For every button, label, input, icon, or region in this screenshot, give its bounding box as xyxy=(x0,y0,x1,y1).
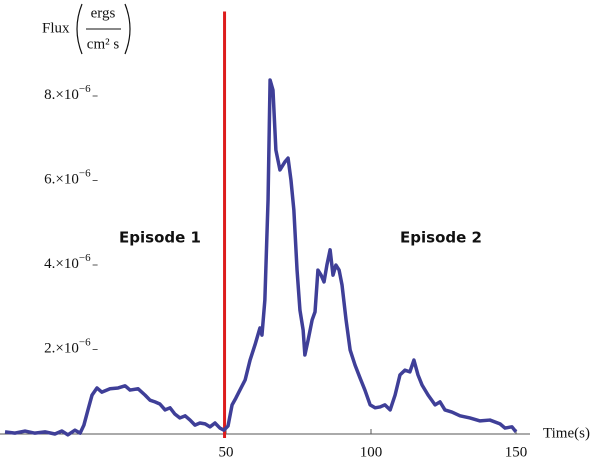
annotation: Episode 1 xyxy=(119,229,201,247)
paren-right xyxy=(124,3,131,55)
y-tick-label: 6.×10−6 xyxy=(44,167,91,188)
y-tick-label: 4.×10−6 xyxy=(44,252,91,273)
x-tick-label: 150 xyxy=(505,444,528,460)
y-tick-label: 8.×10−6 xyxy=(44,83,91,104)
annotation: Episode 2 xyxy=(400,229,482,247)
y-label-prefix: Flux xyxy=(42,20,70,36)
x-label: Time(s) xyxy=(543,425,590,441)
y-label-denominator: cm² s xyxy=(87,36,120,52)
x-tick-label: 100 xyxy=(360,444,383,460)
flux-line xyxy=(4,78,518,437)
y-tick-label: 2.×10−6 xyxy=(44,336,91,357)
paren-left xyxy=(76,3,83,55)
x-tick-label: 50 xyxy=(219,444,234,460)
y-label-numerator: ergs xyxy=(91,5,116,21)
